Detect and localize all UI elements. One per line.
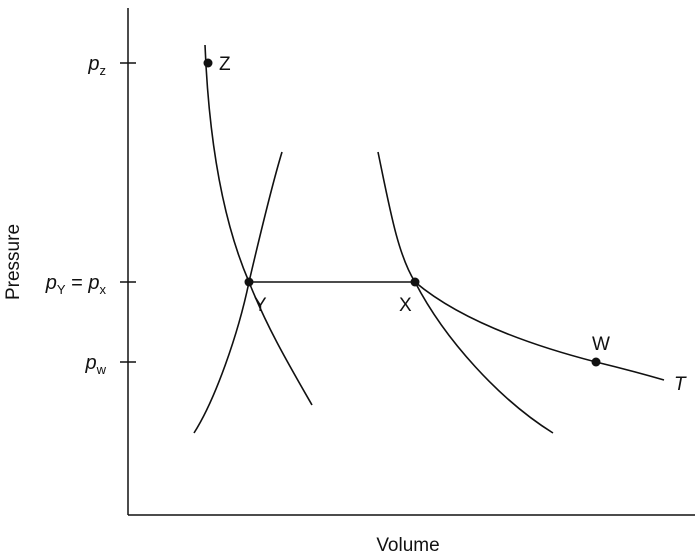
curve-isotherm-t (414, 281, 665, 381)
point-y (244, 277, 254, 287)
tick-label-pz: pz (87, 53, 106, 78)
label-x: X (399, 295, 412, 316)
curve-saturated-liquid (193, 151, 283, 434)
tick-label-pw: pw (84, 352, 106, 377)
curve-saturated-vapor (377, 151, 554, 434)
x-axis-title: Volume (376, 535, 439, 556)
point-z (203, 58, 213, 68)
tick-label-py-px: pY = px (45, 272, 107, 297)
label-t: T (674, 374, 687, 395)
label-z: Z (219, 54, 231, 75)
label-y: Y (254, 295, 267, 316)
curve-liquid-isotherm (204, 44, 313, 406)
label-w: W (592, 334, 610, 355)
y-axis-title: Pressure (3, 224, 24, 300)
point-x (410, 277, 420, 287)
point-w (591, 357, 601, 367)
